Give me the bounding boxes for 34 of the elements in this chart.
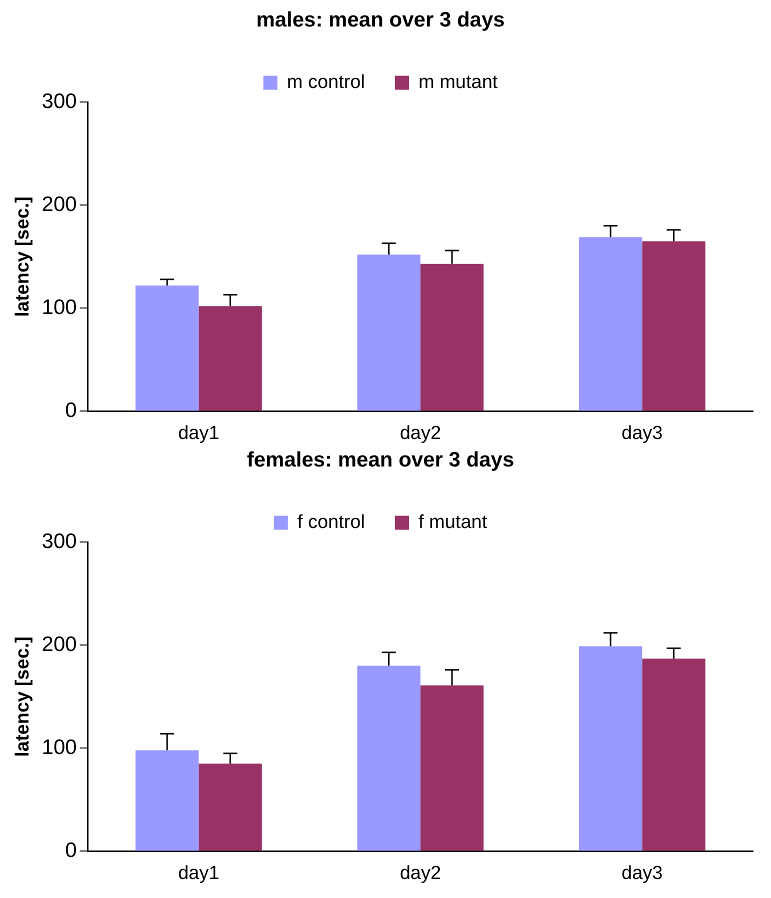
y-tick-label: 100 (42, 736, 77, 759)
y-axis-title: latency [sec.] (12, 636, 34, 757)
y-tick-label: 300 (42, 530, 77, 553)
legend-label: m control (286, 72, 365, 93)
bar (357, 666, 420, 851)
bar (578, 237, 642, 411)
bar (357, 254, 420, 411)
legend-label: f control (297, 512, 365, 533)
bar (136, 286, 199, 411)
bar (420, 685, 484, 851)
y-axis-title: latency [sec.] (12, 196, 34, 317)
x-tick-label: day2 (400, 422, 442, 444)
x-tick-label: day1 (178, 422, 220, 444)
x-tick-label: day1 (178, 862, 220, 884)
bar (642, 658, 706, 851)
y-tick-label: 0 (65, 398, 77, 422)
y-tick-label: 0 (65, 838, 77, 862)
bar (420, 264, 484, 411)
y-tick-label: 300 (42, 90, 77, 113)
x-tick-label: day3 (622, 862, 663, 884)
bar (198, 764, 262, 851)
chart-title: females: mean over 3 days (246, 448, 514, 472)
legend-label: m mutant (418, 72, 498, 93)
x-tick-label: day2 (400, 862, 442, 884)
bar (642, 241, 706, 411)
bar (198, 306, 262, 411)
x-tick-label: day3 (622, 422, 663, 444)
y-tick-label: 200 (42, 632, 77, 656)
y-tick-label: 100 (42, 296, 77, 319)
bar (136, 750, 199, 851)
bar (578, 646, 642, 851)
legend-label: f mutant (418, 512, 488, 533)
chart-title: males: mean over 3 days (256, 8, 505, 32)
y-tick-label: 200 (42, 192, 77, 216)
